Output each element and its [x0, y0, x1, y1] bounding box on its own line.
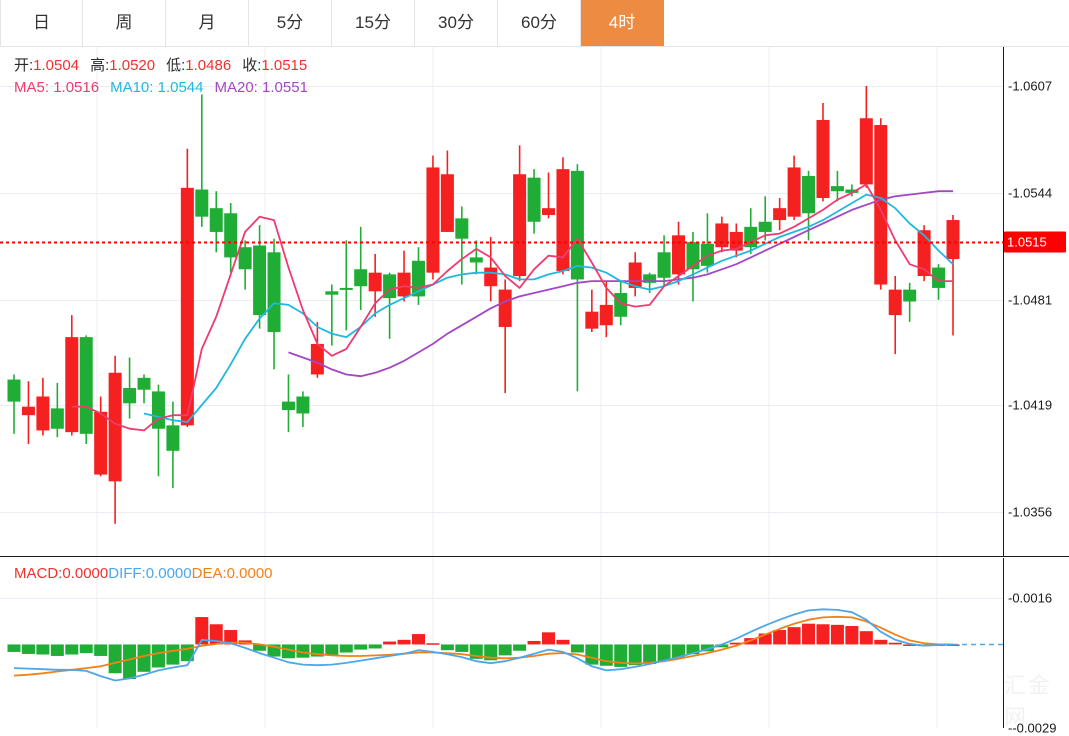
last-price-badge: 1.0515: [1004, 231, 1066, 253]
tab-5min[interactable]: 5分: [249, 0, 332, 46]
tab-week[interactable]: 周: [83, 0, 166, 46]
period-tabbar: 日周月 5分 15分 30分 60分 4时: [0, 0, 1069, 47]
price-plot[interactable]: [0, 47, 1003, 556]
price-tick: -1.0481: [1008, 292, 1053, 308]
price-tick: -1.0544: [1008, 185, 1053, 201]
macd-tick: -0.0016: [1008, 590, 1053, 606]
price-axis: -1.0607 -1.0544 -1.0481 -1.0419 -1.0356 1.051…: [1003, 47, 1069, 556]
tab-day[interactable]: 日: [0, 0, 83, 46]
macd-tick: --0.0029: [1008, 720, 1057, 736]
price-tick: -1.0356: [1008, 504, 1053, 520]
tab-15min[interactable]: 15分: [332, 0, 415, 46]
tab-4hour[interactable]: 4时: [581, 0, 664, 46]
price-tick: -1.0419: [1008, 397, 1053, 413]
price-panel: 开:1.0504 高:1.0520 低:1.0486 收:1.0515 MA5: 1.…: [0, 47, 1069, 557]
macd-axis: 汇金网 -0.0016 --0.0029: [1003, 558, 1069, 736]
macd-panel: MACD:0.0000DIFF:0.0000DEA:0.0000 汇金网 -0.…: [0, 558, 1069, 736]
tab-30min[interactable]: 30分: [415, 0, 498, 46]
tab-60min[interactable]: 60分: [498, 0, 581, 46]
tab-month[interactable]: 月: [166, 0, 249, 46]
macd-plot[interactable]: [0, 558, 1003, 728]
chart-area: 开:1.0504 高:1.0520 低:1.0486 收:1.0515 MA5: 1.…: [0, 47, 1069, 736]
price-tick: -1.0607: [1008, 78, 1053, 94]
